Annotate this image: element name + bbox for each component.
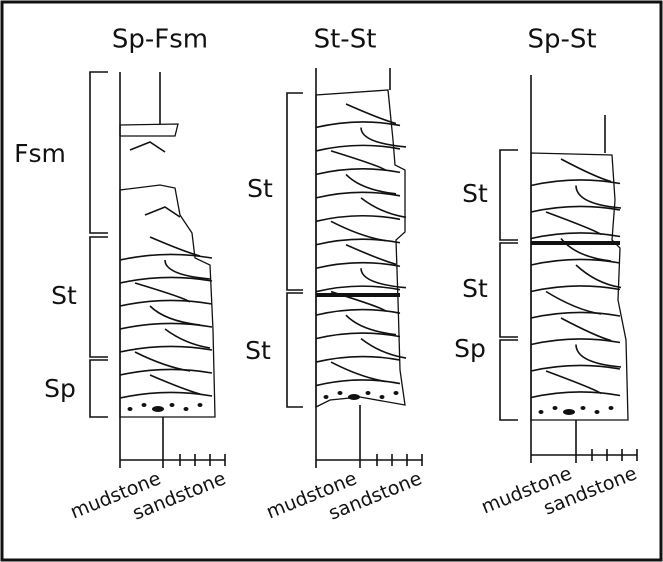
cross-bed: [134, 282, 191, 303]
clast: [127, 407, 133, 411]
clast: [393, 391, 399, 395]
clast: [197, 403, 203, 407]
bed-surface: [315, 121, 401, 129]
facies-bracket: [89, 359, 108, 418]
cross-bed: [149, 374, 201, 395]
facies-bracket: [89, 236, 108, 358]
cross-bed: [575, 264, 622, 289]
bed-surface: [315, 144, 401, 152]
cross-bed: [360, 337, 407, 359]
cross-bed: [545, 370, 602, 395]
bed-surface: [315, 191, 401, 199]
cross-bed: [345, 173, 397, 195]
clast: [608, 406, 614, 410]
bed-surface: [530, 338, 621, 346]
bed-surface: [530, 258, 621, 266]
bed-surface: [119, 299, 213, 307]
cross-bed: [330, 150, 387, 172]
bed-surface: [530, 311, 621, 319]
column-title: Sp-Fsm: [112, 25, 208, 55]
clast: [379, 395, 385, 399]
bed-surface: [315, 379, 401, 387]
column-title: Sp-St: [527, 25, 596, 55]
clast: [563, 409, 575, 415]
facies-bracket: [499, 149, 518, 241]
bed-surface: [315, 355, 401, 363]
bed-body: [119, 123, 179, 137]
clast: [141, 403, 147, 407]
facies-bracket: [499, 339, 518, 421]
cross-bed: [560, 158, 612, 183]
facies-label: St: [462, 179, 488, 208]
facies-label: Fsm: [14, 139, 66, 168]
cross-bed: [575, 344, 622, 368]
clast: [348, 394, 360, 400]
cross-bed: [330, 220, 387, 242]
cross-bed: [560, 317, 612, 342]
bed-surface: [315, 285, 401, 293]
bed-surface: [119, 368, 213, 376]
column-title: St-St: [314, 25, 377, 55]
facies-bracket: [89, 71, 108, 234]
cross-bed: [360, 268, 407, 289]
bed-surface: [119, 253, 213, 261]
facies-bracket: [286, 292, 303, 408]
facies-label: St: [51, 281, 77, 310]
clast: [580, 406, 586, 410]
mud-crack: [144, 206, 181, 218]
facies-bracket: [499, 242, 518, 338]
clast: [552, 406, 558, 410]
facies-label: St: [462, 274, 488, 303]
bed-surface: [315, 214, 401, 223]
cross-bed: [164, 328, 211, 349]
clast: [337, 391, 343, 395]
bed-surface: [530, 232, 621, 240]
mud-crack: [129, 141, 166, 153]
clast: [594, 410, 600, 414]
cross-bed: [149, 305, 201, 326]
bed-surface: [119, 391, 213, 399]
clast: [169, 403, 175, 407]
facies-label: St: [245, 336, 271, 365]
bed-surface: [530, 364, 621, 372]
cross-bed: [360, 197, 407, 219]
facies-label: Sp: [454, 334, 486, 363]
clast: [323, 395, 329, 399]
cross-bed: [330, 361, 387, 383]
bed-surface: [315, 261, 401, 270]
bed-surface: [315, 308, 401, 316]
bed-surface: [315, 332, 401, 340]
cross-bed: [149, 236, 201, 257]
bed-surface: [315, 238, 401, 246]
cross-bed: [575, 185, 622, 209]
bed-surface: [119, 322, 213, 330]
bed-surface: [530, 285, 621, 293]
bed-surface: [119, 345, 213, 353]
cross-bed: [545, 211, 602, 236]
cross-bed: [345, 244, 397, 266]
bed-surface: [530, 179, 621, 187]
cross-bed: [545, 290, 602, 315]
clast: [365, 391, 371, 395]
cross-bed: [345, 314, 397, 336]
facies-label: St: [247, 174, 273, 203]
cross-bed: [360, 127, 407, 148]
clast: [152, 406, 164, 412]
bed-surface: [119, 276, 213, 284]
bed-surface: [530, 205, 621, 213]
facies-bracket: [286, 92, 303, 291]
cross-bed: [134, 351, 191, 372]
cross-bed: [164, 259, 211, 280]
cross-bed: [345, 103, 397, 125]
facies-label: Sp: [44, 374, 76, 403]
clast: [183, 407, 189, 411]
bed-surface: [315, 168, 401, 176]
bed-surface: [530, 391, 621, 399]
clast: [538, 410, 544, 414]
